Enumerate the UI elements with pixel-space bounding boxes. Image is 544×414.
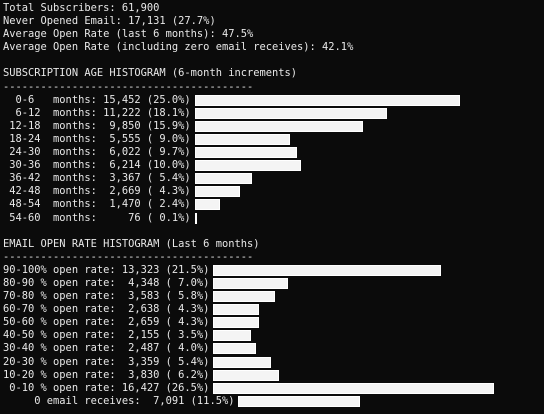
open-rate-histogram-bar <box>213 356 271 368</box>
age-histogram-row-label: 24-30 months: 6,022 ( 9.7%) <box>3 146 191 159</box>
age-histogram-row-label: 12-18 months: 9,850 (15.9%) <box>3 119 191 132</box>
open-rate-histogram-bar <box>213 291 275 303</box>
open-rate-histogram-row-label: 50-60 % open rate: 2,659 ( 4.3%) <box>3 316 210 329</box>
age-histogram-row: 42-48 months: 2,669 ( 4.3%) <box>3 185 544 198</box>
age-histogram-row-label: 0-6 months: 15,452 (25.0%) <box>3 93 191 106</box>
spacer <box>3 54 544 67</box>
age-histogram-bar <box>194 147 298 159</box>
open-rate-histogram-bar <box>238 395 361 407</box>
summary-avg-open-rate: Average Open Rate (last 6 months): 47.5% <box>3 28 254 41</box>
age-histogram-row: 18-24 months: 5,555 ( 9.0%) <box>3 133 544 146</box>
age-histogram-row: 6-12 months: 11,222 (18.1%) <box>3 107 544 120</box>
open-rate-histogram: 90-100% open rate: 13,323 (21.5%) 80-90 %… <box>3 264 544 408</box>
age-histogram-row: 0-6 months: 15,452 (25.0%) <box>3 94 544 107</box>
age-histogram-row-label: 42-48 months: 2,669 ( 4.3%) <box>3 185 191 198</box>
age-histogram-bar <box>194 133 291 145</box>
open-rate-histogram-row: 10-20 % open rate: 3,830 ( 6.2%) <box>3 369 544 382</box>
age-histogram-rule: ---------------------------------------- <box>3 80 254 93</box>
age-histogram-bar <box>194 160 301 172</box>
open-rate-histogram-bar <box>213 343 256 355</box>
open-rate-histogram-row: 0 email receives: 7,091 (11.5%) <box>3 395 544 408</box>
age-histogram-bar <box>194 186 241 198</box>
open-rate-histogram-row-label: 80-90 % open rate: 4,348 ( 7.0%) <box>3 276 210 289</box>
open-rate-histogram-row-label: 30-40 % open rate: 2,487 ( 4.0%) <box>3 342 210 355</box>
open-rate-histogram-bar <box>213 304 260 316</box>
age-histogram-bar <box>194 173 252 185</box>
age-histogram-row-label: 6-12 months: 11,222 (18.1%) <box>3 106 191 119</box>
open-rate-histogram-row-label: 60-70 % open rate: 2,638 ( 4.3%) <box>3 303 210 316</box>
open-rate-histogram-row-label: 40-50 % open rate: 2,155 ( 3.5%) <box>3 329 210 342</box>
age-histogram-bar <box>194 120 364 132</box>
open-rate-histogram-row: 70-80 % open rate: 3,583 ( 5.8%) <box>3 290 544 303</box>
age-histogram-title: SUBSCRIPTION AGE HISTOGRAM (6-month incr… <box>3 67 298 80</box>
age-histogram-row-label: 36-42 months: 3,367 ( 5.4%) <box>3 172 191 185</box>
open-rate-histogram-bar <box>213 317 260 329</box>
summary-total-subscribers: Total Subscribers: 61,900 <box>3 2 160 14</box>
age-histogram-row-label: 48-54 months: 1,470 ( 2.4%) <box>3 198 191 211</box>
age-histogram-row: 30-36 months: 6,214 (10.0%) <box>3 159 544 172</box>
open-rate-histogram-bar <box>213 277 288 289</box>
open-rate-histogram-row-label: 90-100% open rate: 13,323 (21.5%) <box>3 263 210 276</box>
open-rate-histogram-row-label: 0 email receives: 7,091 (11.5%) <box>3 394 235 407</box>
age-histogram-row-label: 18-24 months: 5,555 ( 9.0%) <box>3 132 191 145</box>
age-histogram-bar <box>194 107 387 119</box>
open-rate-histogram-row: 40-50 % open rate: 2,155 ( 3.5%) <box>3 329 544 342</box>
open-rate-histogram-row: 0-10 % open rate: 16,427 (26.5%) <box>3 382 544 395</box>
age-histogram-row: 36-42 months: 3,367 ( 5.4%) <box>3 172 544 185</box>
age-histogram-bar <box>194 212 197 224</box>
open-rate-histogram-row: 30-40 % open rate: 2,487 ( 4.0%) <box>3 342 544 355</box>
open-rate-histogram-row: 90-100% open rate: 13,323 (21.5%) <box>3 264 544 277</box>
open-rate-histogram-bar <box>213 369 280 381</box>
age-histogram-row: 24-30 months: 6,022 ( 9.7%) <box>3 146 544 159</box>
open-rate-histogram-title: EMAIL OPEN RATE HISTOGRAM (Last 6 months… <box>3 237 260 250</box>
age-histogram-row-label: 30-36 months: 6,214 (10.0%) <box>3 159 191 172</box>
open-rate-histogram-row-label: 70-80 % open rate: 3,583 ( 5.8%) <box>3 290 210 303</box>
summary-avg-open-rate-incl-zero: Average Open Rate (including zero email … <box>3 41 354 54</box>
summary-never-opened: Never Opened Email: 17,131 (27.7%) <box>3 15 216 28</box>
age-histogram-row: 54-60 months: 76 ( 0.1%) <box>3 212 544 225</box>
age-histogram: 0-6 months: 15,452 (25.0%) 6-12 months: … <box>3 94 544 225</box>
open-rate-histogram-row: 20-30 % open rate: 3,359 ( 5.4%) <box>3 356 544 369</box>
open-rate-histogram-row-label: 20-30 % open rate: 3,359 ( 5.4%) <box>3 355 210 368</box>
open-rate-histogram-row-label: 0-10 % open rate: 16,427 (26.5%) <box>3 381 210 394</box>
open-rate-histogram-bar <box>213 330 251 342</box>
open-rate-histogram-bar <box>213 264 442 276</box>
age-histogram-bar <box>194 94 460 106</box>
spacer <box>3 225 544 238</box>
age-histogram-row: 48-54 months: 1,470 ( 2.4%) <box>3 198 544 211</box>
open-rate-histogram-row-label: 10-20 % open rate: 3,830 ( 6.2%) <box>3 368 210 381</box>
open-rate-histogram-row: 60-70 % open rate: 2,638 ( 4.3%) <box>3 303 544 316</box>
open-rate-histogram-row: 80-90 % open rate: 4,348 ( 7.0%) <box>3 277 544 290</box>
open-rate-histogram-row: 50-60 % open rate: 2,659 ( 4.3%) <box>3 316 544 329</box>
age-histogram-bar <box>194 199 221 211</box>
open-rate-histogram-rule: ---------------------------------------- <box>3 250 254 263</box>
open-rate-histogram-bar <box>213 382 495 394</box>
age-histogram-row: 12-18 months: 9,850 (15.9%) <box>3 120 544 133</box>
age-histogram-row-label: 54-60 months: 76 ( 0.1%) <box>3 211 191 224</box>
